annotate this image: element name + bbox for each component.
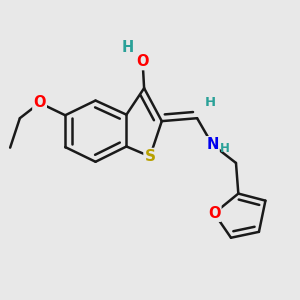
Text: O: O: [208, 206, 220, 221]
Text: H: H: [205, 96, 216, 110]
Text: O: O: [33, 95, 46, 110]
Text: O: O: [136, 54, 149, 69]
Text: H: H: [220, 142, 230, 155]
Text: S: S: [145, 149, 155, 164]
Text: N: N: [206, 137, 219, 152]
Text: H: H: [122, 40, 134, 55]
